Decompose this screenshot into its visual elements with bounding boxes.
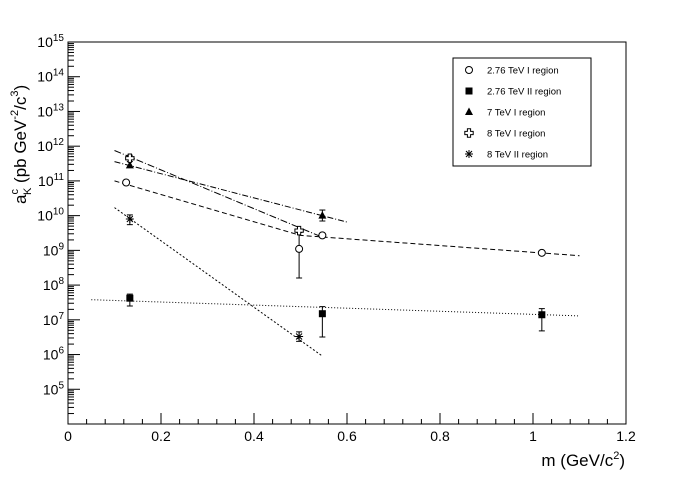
point-2-76-tev-i-region — [537, 248, 546, 257]
y-tick-label: 1011 — [38, 172, 64, 189]
x-tick-label: 1 — [529, 428, 537, 444]
point-2-76-tev-ii-region — [126, 294, 134, 302]
y-tick-label: 1010 — [37, 207, 64, 224]
legend-marker-7-tev-i-region — [465, 107, 473, 115]
legend-box — [452, 57, 592, 167]
y-tick-label: 109 — [43, 241, 65, 258]
point-7-tev-i-region — [125, 160, 134, 169]
y-tick-label: 105 — [43, 380, 65, 397]
y-tick-label: 1013 — [37, 102, 64, 119]
point-2-76-tev-i-region — [318, 231, 327, 240]
fit-line-2-76-tev-i-region — [114, 180, 580, 257]
point-2-76-tev-ii-region — [318, 310, 326, 318]
fit-line-2-76-tev-ii-region — [91, 299, 580, 317]
fit-lines — [91, 150, 580, 357]
point-2-76-tev-ii-region — [538, 311, 546, 319]
y-tick-label: 1012 — [37, 137, 64, 154]
x-tick-label: 0.8 — [430, 428, 450, 444]
y-tick-label: 106 — [43, 346, 65, 363]
point-2-76-tev-i-region — [122, 178, 131, 187]
y-tick-label: 107 — [43, 311, 65, 328]
y-tick-label: 108 — [43, 276, 65, 293]
legend-label-8-tev-ii-region: 8 TeV II region — [487, 150, 548, 161]
x-tick-label: 1.2 — [616, 428, 636, 444]
x-tick-label: 0 — [64, 428, 72, 444]
legend-label-8-tev-i-region: 8 TeV I region — [487, 129, 545, 140]
legend-marker-8-tev-ii-region — [465, 150, 473, 158]
legend-marker-2-76-tev-ii-region — [465, 87, 473, 95]
legend-label-2-76-tev-ii-region: 2.76 TeV II region — [487, 87, 561, 98]
legend-marker-8-tev-i-region — [464, 128, 474, 138]
point-8-tev-i-region — [125, 153, 135, 163]
x-axis-ticks: 0 0.2 0.4 0.6 0.8 1 1.2 — [64, 413, 636, 444]
legend: 2.76 TeV I region 2.76 TeV II region 7 TeV… — [452, 57, 592, 167]
x-tick-label: 0.6 — [337, 428, 357, 444]
y-axis-label: acK (pb GeV-2/c3) — [9, 85, 34, 204]
fit-line-8-tev-ii-region — [114, 207, 323, 357]
point-2-76-tev-i-region — [295, 244, 304, 253]
point-8-tev-ii-region — [295, 332, 304, 341]
point-7-tev-i-region — [318, 211, 327, 219]
x-tick-label: 0.2 — [151, 428, 171, 444]
y-tick-label: 1014 — [37, 68, 64, 85]
x-tick-label: 0.4 — [244, 428, 264, 444]
y-axis-ticks: 105 106 107 108 109 1010 1011 1012 1013 1014 1015 — [37, 33, 80, 415]
legend-label-2-76-tev-i-region: 2.76 TeV I region — [487, 66, 559, 77]
data-points — [122, 153, 546, 342]
fit-line-8-tev-i-region — [114, 150, 324, 239]
x-axis-label: m (GeV/c2) — [541, 450, 625, 470]
legend-label-7-tev-i-region: 7 TeV I region — [487, 108, 545, 119]
point-8-tev-ii-region — [125, 215, 134, 224]
point-8-tev-i-region — [294, 225, 304, 236]
y-tick-label: 1015 — [37, 33, 64, 50]
legend-marker-2-76-tev-i-region — [465, 66, 473, 74]
fit-line-7-tev-i-region — [114, 161, 348, 223]
